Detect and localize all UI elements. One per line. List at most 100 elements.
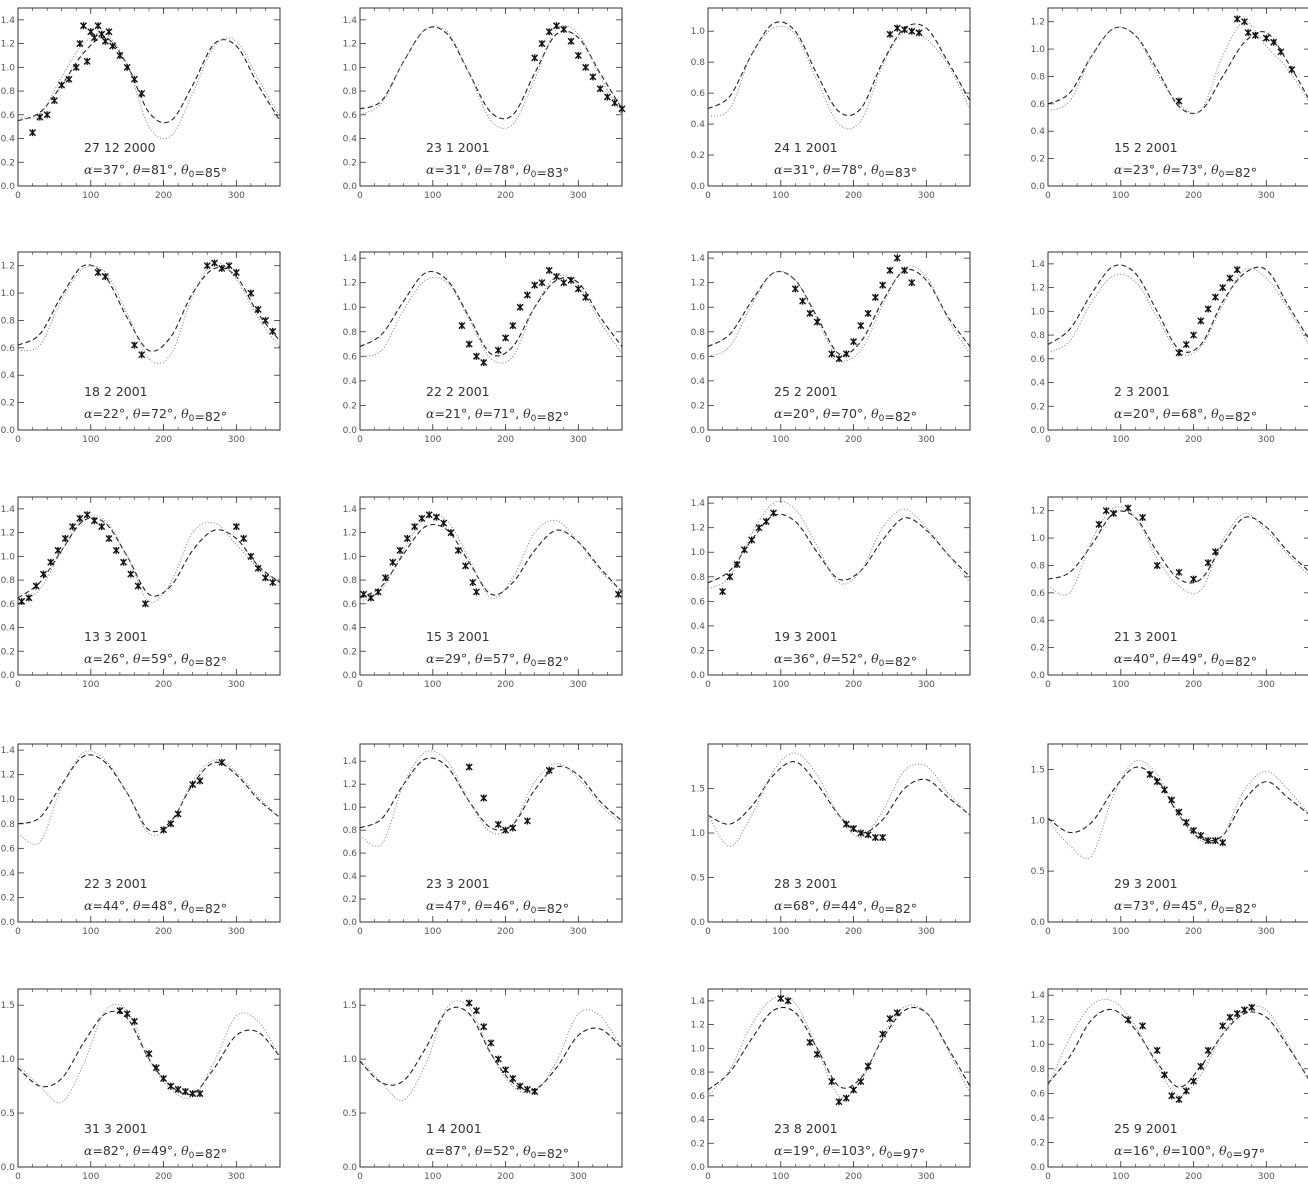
param-theta: 49° bbox=[151, 1143, 173, 1158]
x-tick-label: 300 bbox=[570, 927, 587, 937]
data-point bbox=[893, 1009, 901, 1017]
data-point bbox=[240, 535, 248, 543]
x-tick-label: 200 bbox=[845, 1172, 862, 1182]
dotted-model-curve bbox=[707, 995, 971, 1098]
x-tick-label: 100 bbox=[1112, 1172, 1129, 1182]
x-tick-label: 100 bbox=[424, 435, 441, 445]
data-point bbox=[218, 264, 226, 272]
x-tick-label: 200 bbox=[155, 680, 172, 690]
param-symbol: θ bbox=[181, 898, 189, 913]
x-tick-label: 200 bbox=[497, 1172, 514, 1182]
param-symbol: α= bbox=[84, 162, 103, 177]
x-tick-label: 100 bbox=[1112, 927, 1129, 937]
panel-1: 0 100 200 300 0.0 0.2 0.4 0.6 0.8 1.0 1.2 1.4 27 12 … bbox=[1, 7, 281, 201]
plot-frame bbox=[359, 251, 623, 431]
x-tick-label: 0 bbox=[15, 191, 21, 201]
subscript-zero: 0 bbox=[189, 170, 195, 180]
y-tick-label: 1.2 bbox=[691, 279, 705, 289]
param-alpha: 20° bbox=[1133, 406, 1155, 421]
param-theta0: 97° bbox=[903, 1146, 925, 1161]
y-tick-label: 0.0 bbox=[343, 1163, 358, 1173]
data-point bbox=[1204, 559, 1212, 567]
data-point bbox=[893, 24, 901, 32]
x-tick-label: 300 bbox=[1258, 680, 1275, 690]
dotted-model-curve bbox=[1047, 759, 1308, 860]
param-separator: = bbox=[884, 654, 894, 669]
observation-date: 25 9 2001 bbox=[1114, 1121, 1178, 1136]
data-point bbox=[174, 810, 182, 818]
plot-frame bbox=[17, 988, 281, 1168]
param-symbol: θ bbox=[871, 406, 879, 421]
y-tick-label: 0.2 bbox=[1, 893, 15, 903]
param-symbol: θ= bbox=[1163, 898, 1181, 913]
data-point bbox=[538, 40, 546, 48]
x-tick-label: 300 bbox=[1258, 435, 1275, 445]
dotted-model-curve bbox=[17, 514, 281, 603]
param-theta0: 82° bbox=[1235, 165, 1257, 180]
data-point bbox=[1095, 520, 1103, 528]
data-point bbox=[18, 597, 26, 605]
data-point bbox=[1241, 18, 1248, 26]
data-point bbox=[47, 558, 55, 566]
data-point bbox=[864, 831, 872, 839]
panel-9: 0 100 200 300 0.0 0.2 0.4 0.6 0.8 1.0 1.2 1.4 13 3 2… bbox=[1, 496, 281, 690]
y-tick-label: 0.4 bbox=[1031, 379, 1046, 389]
dashed-model-curve bbox=[17, 1010, 281, 1096]
data-point bbox=[181, 1087, 189, 1095]
data-point bbox=[908, 27, 916, 35]
data-point bbox=[791, 285, 799, 293]
param-separator: = bbox=[536, 654, 546, 669]
x-tick-label: 0 bbox=[15, 927, 21, 937]
y-tick-label: 0.0 bbox=[1031, 918, 1046, 928]
param-symbol: θ= bbox=[475, 1143, 493, 1158]
dashed-model-curve bbox=[17, 754, 281, 833]
y-tick-label: 1.0 bbox=[343, 63, 358, 73]
orbital-parameters: α=37°, θ=81°, θ0=85° bbox=[84, 162, 227, 180]
param-symbol: θ bbox=[879, 1143, 887, 1158]
param-symbol: α= bbox=[426, 162, 445, 177]
y-tick-label: 0.5 bbox=[343, 1109, 357, 1119]
data-point bbox=[871, 293, 879, 301]
param-symbol: θ= bbox=[475, 162, 493, 177]
y-tick-label: 0.8 bbox=[343, 576, 358, 586]
data-point bbox=[39, 570, 47, 578]
x-tick-label: 300 bbox=[1258, 1172, 1275, 1182]
data-point bbox=[740, 546, 748, 554]
y-tick-label: 0.4 bbox=[1031, 1114, 1046, 1124]
data-point bbox=[472, 1007, 480, 1015]
data-point bbox=[901, 26, 908, 34]
param-separator: , bbox=[871, 1143, 879, 1158]
param-separator: = bbox=[536, 901, 546, 916]
data-point bbox=[218, 758, 226, 766]
y-tick-label: 1.0 bbox=[1, 1055, 16, 1065]
x-tick-label: 100 bbox=[772, 680, 789, 690]
param-theta: 59° bbox=[151, 651, 173, 666]
y-tick-label: 0.4 bbox=[691, 377, 706, 387]
param-separator: = bbox=[884, 165, 894, 180]
y-tick-label: 0.8 bbox=[691, 573, 706, 583]
param-separator: = bbox=[194, 409, 204, 424]
y-tick-label: 1.2 bbox=[343, 529, 357, 539]
param-alpha: 22° bbox=[103, 406, 125, 421]
param-separator: = bbox=[884, 901, 894, 916]
param-symbol: θ bbox=[181, 162, 189, 177]
data-point bbox=[494, 1055, 502, 1063]
param-theta0: 85° bbox=[205, 165, 227, 180]
y-tick-label: 0.4 bbox=[1, 135, 16, 145]
data-point bbox=[196, 777, 204, 785]
param-alpha: 37° bbox=[103, 162, 125, 177]
param-separator: = bbox=[1224, 165, 1234, 180]
y-tick-label: 0.6 bbox=[343, 111, 358, 121]
param-symbol: α= bbox=[84, 898, 103, 913]
dotted-model-curve bbox=[1047, 506, 1308, 596]
param-separator: , bbox=[173, 898, 181, 913]
y-tick-label: 1.5 bbox=[343, 1001, 357, 1011]
data-point bbox=[458, 322, 466, 330]
x-tick-label: 200 bbox=[845, 927, 862, 937]
param-separator: = bbox=[194, 654, 204, 669]
y-tick-label: 0.2 bbox=[691, 401, 705, 411]
y-tick-label: 0.4 bbox=[343, 872, 358, 882]
param-theta0: 82° bbox=[1235, 901, 1257, 916]
data-point bbox=[538, 279, 546, 287]
